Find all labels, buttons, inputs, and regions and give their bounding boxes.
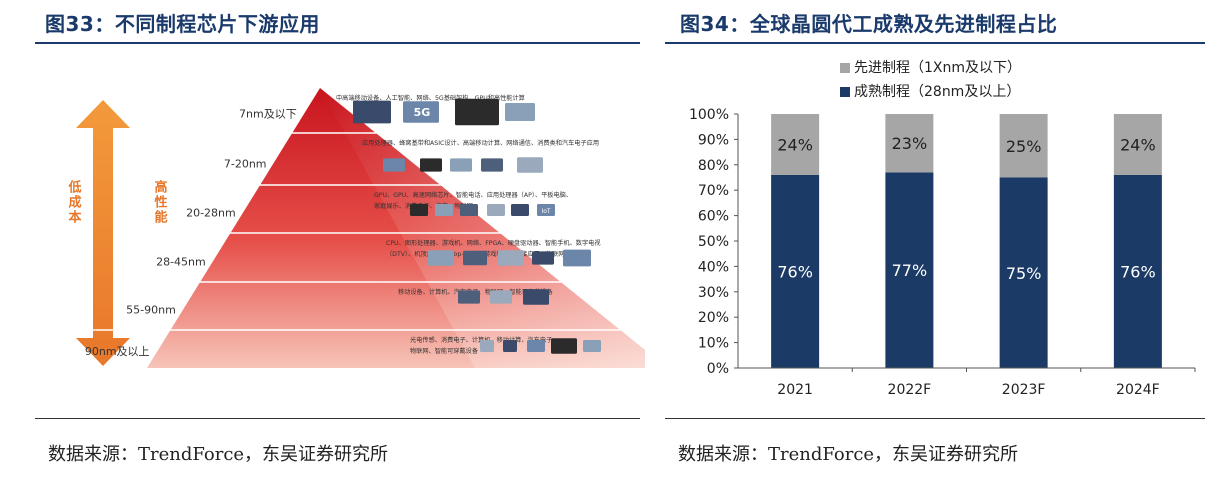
device-image-icon [487, 204, 505, 216]
tier-node-label: 90nm及以上 [85, 345, 150, 358]
arrow-right-label: 高性能 [152, 179, 168, 225]
device-image-icon [537, 204, 555, 216]
device-image-icon [532, 251, 554, 265]
bar-mature [999, 177, 1048, 368]
device-image-icon [353, 100, 391, 124]
legend-label: 先进制程（1Xnm及以下） [854, 60, 1021, 76]
device-image-icon [458, 290, 480, 304]
y-axis: 0% 10% 20% 30% 40% 50% 60% 70% 80% 90% 100% [689, 107, 739, 377]
tier-application-text: 物联网、智能可穿戴设备 [410, 347, 479, 355]
iot-icon-label: IoT [541, 208, 550, 215]
right-panel-title: 图34：全球晶圆代工成熟及先进制程占比 [680, 12, 1058, 36]
bars: 76% 24% 77% 23% 75% 25% 76% 24% [771, 114, 1162, 368]
y-tick-label: 80% [698, 158, 729, 174]
device-image-icon [481, 158, 503, 172]
tier-application-text: （DTV）、机顶盒（Set-Top-Box）、游戏和无线连接应用、物联网、可穿戴 [386, 250, 589, 258]
x-tick-label: 2023F [1002, 382, 1046, 398]
device-image-icon [420, 158, 442, 172]
bar-value-label: 76% [1120, 262, 1156, 281]
bar-value-label: 76% [777, 262, 813, 281]
device-image-icon [410, 204, 428, 216]
device-image-icon [460, 204, 478, 216]
bar-mature [1113, 174, 1162, 368]
y-tick-label: 40% [698, 259, 729, 275]
x-axis: 2021 2022F 2023F 2024F [738, 367, 1196, 398]
device-image-icon [428, 250, 454, 266]
pyramid-figure: 低成本 高性能 7nm及以下 7-20nm 20-28nm 28-45nm 55-90n… [66, 88, 645, 368]
device-image-icon [511, 204, 529, 216]
cost-performance-arrow [76, 100, 130, 366]
tier-application-text: 应用处理器、蜂窝基带和ASIC设计、高端移动计算、网络通信、消费类和汽车电子应用 [362, 139, 599, 147]
x-tick-label: 2024F [1116, 382, 1160, 398]
y-tick-label: 60% [698, 209, 729, 225]
bar-mature [771, 174, 820, 368]
tier-dividers [92, 132, 645, 331]
device-image-icon [383, 158, 405, 172]
device-image-icon [505, 103, 535, 121]
bar-value-label: 75% [1006, 264, 1042, 283]
device-image-icon [503, 340, 517, 352]
tier-node-label: 7nm及以下 [239, 108, 297, 121]
bar-advanced [771, 114, 820, 175]
tier-application-text: GPU、GPU、高速网络芯片、智能电话、应用处理器（AP）、平板电脑、 [374, 191, 572, 199]
device-image-icon [455, 98, 499, 126]
y-tick-label: 70% [698, 183, 729, 199]
left-source-note: 数据来源：TrendForce，东吴证券研究所 [48, 444, 389, 465]
y-tick-label: 10% [698, 336, 729, 352]
legend-label: 成熟制程（28nm及以上） [854, 84, 1020, 100]
device-image-icon [435, 204, 453, 216]
left-bottom-rule [35, 418, 640, 419]
bar-value-label: 25% [1006, 137, 1042, 156]
arrow-left-label: 低成本 [66, 179, 83, 225]
stacked-bar-chart: 先进制程（1Xnm及以下） 成熟制程（28nm及以上） 0% 10% 20% 30% 40… [689, 60, 1196, 398]
bar-value-label: 77% [892, 261, 928, 280]
device-image-icon [463, 250, 487, 266]
y-tick-label: 0% [707, 361, 729, 377]
left-panel-title: 图33：不同制程芯片下游应用 [45, 12, 320, 36]
device-image-icon [403, 101, 439, 123]
device-image-icon [480, 340, 494, 352]
device-image-icon [551, 338, 577, 354]
bar-advanced [999, 114, 1048, 178]
device-image-icon [450, 158, 472, 172]
y-tick-label: 90% [698, 132, 729, 148]
tier-node-label: 28-45nm [156, 255, 206, 268]
tier-node-label: 7-20nm [224, 157, 267, 170]
left-title-rule [35, 42, 640, 44]
5g-icon-label: 5G [414, 106, 431, 119]
legend-swatch [840, 63, 850, 73]
y-tick-label: 20% [698, 310, 729, 326]
bar-mature [885, 172, 934, 368]
chart-legend: 先进制程（1Xnm及以下） 成熟制程（28nm及以上） [840, 60, 1021, 100]
tier-node-label: 55-90nm [126, 304, 176, 317]
bar-advanced [1113, 114, 1162, 175]
device-image-icon [583, 340, 601, 352]
device-image-icon [490, 290, 512, 304]
tier-application-text: 中高端移动设备、人工智能、网络、5G基础架构、GPU和高性能计算 [336, 94, 525, 102]
application-icons: 5G IoT [353, 98, 601, 354]
right-title-rule [665, 42, 1205, 44]
bar-value-label: 24% [1120, 135, 1156, 154]
bar-advanced [885, 114, 934, 173]
tier-node-label: 20-28nm [186, 207, 236, 220]
bar-value-label: 24% [777, 135, 813, 154]
device-image-icon [523, 289, 549, 305]
y-tick-label: 100% [689, 107, 729, 123]
device-image-icon [517, 157, 543, 173]
y-tick-label: 30% [698, 285, 729, 301]
tier-application-text: CPU、图形处理器、游戏机、网络、FPGA、硬盘驱动器、智能手机、数字电视 [386, 239, 601, 247]
right-source-note: 数据来源：TrendForce，东吴证券研究所 [678, 444, 1019, 465]
x-tick-label: 2022F [888, 382, 932, 398]
bar-value-label: 23% [892, 134, 928, 153]
right-bottom-rule [665, 418, 1205, 419]
x-tick-label: 2021 [777, 382, 813, 398]
device-image-icon [498, 250, 524, 266]
y-tick-label: 50% [698, 234, 729, 250]
device-image-icon [527, 340, 545, 352]
legend-swatch [840, 87, 850, 97]
device-image-icon [563, 249, 591, 267]
